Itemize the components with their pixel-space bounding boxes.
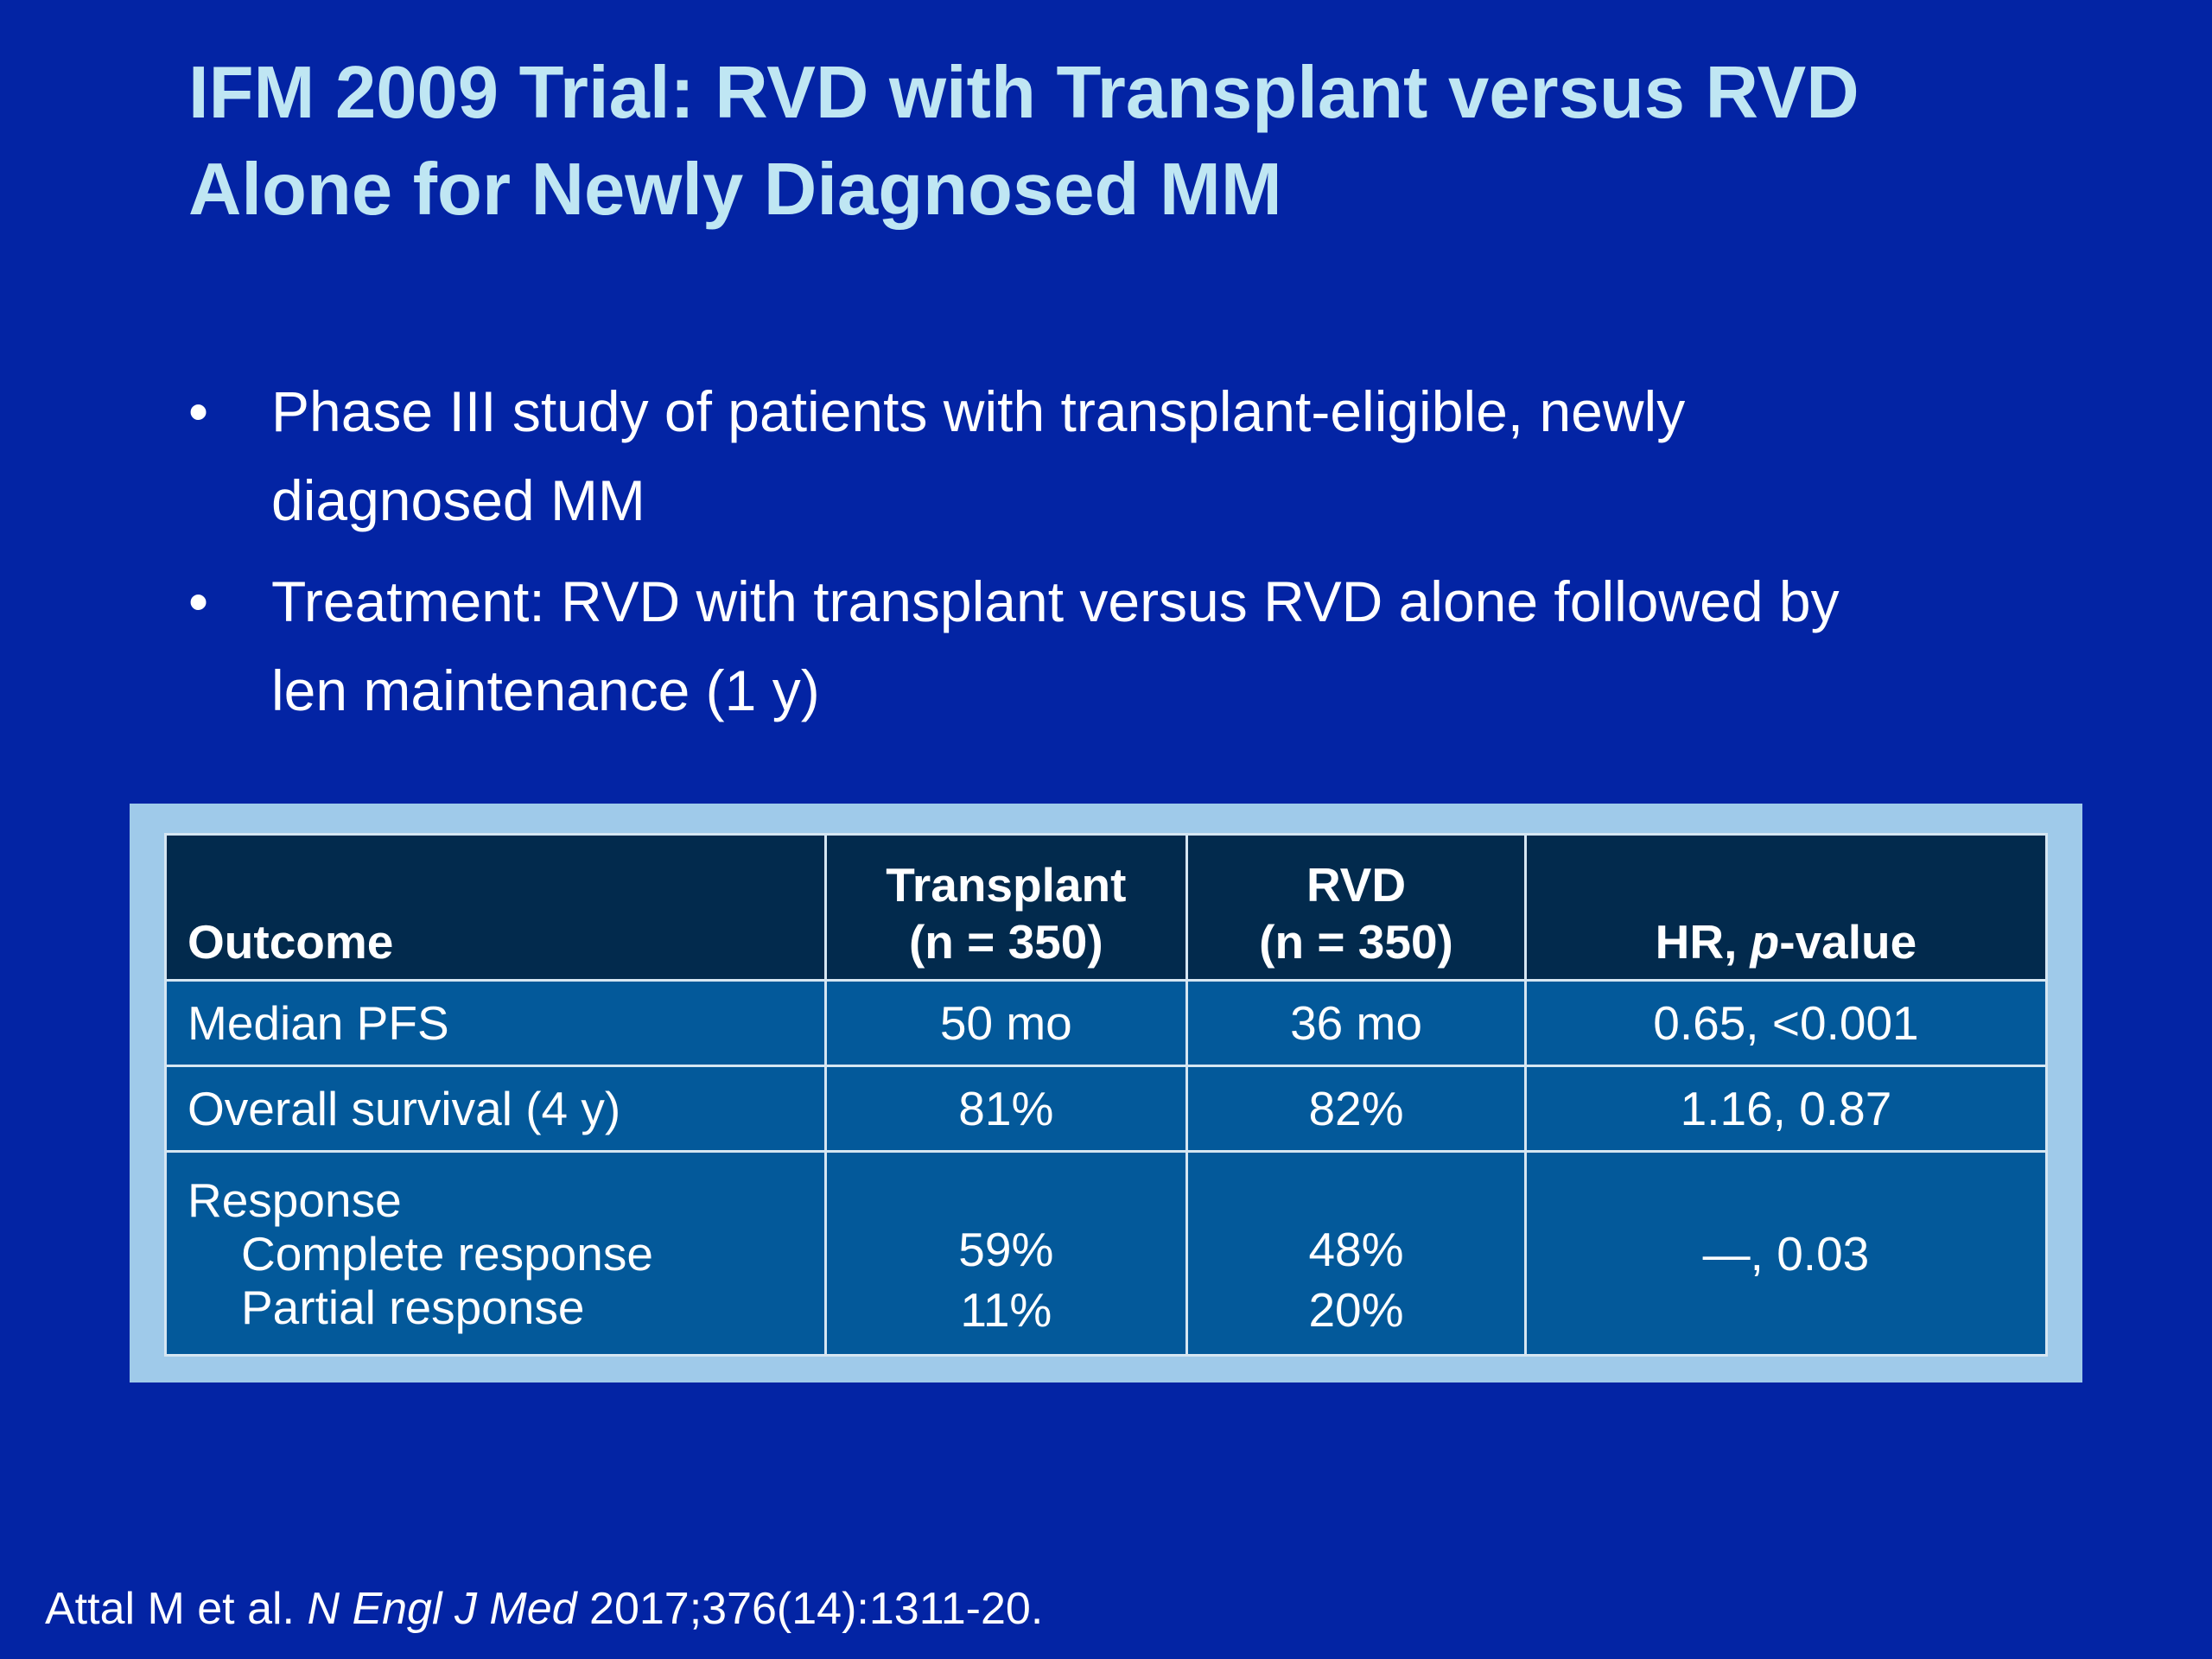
cell-rvd: 48% 20% xyxy=(1185,1150,1527,1357)
table-row: Median PFS 50 mo 36 mo 0.65, <0.001 xyxy=(164,979,2049,1067)
header-hr-prefix: HR, xyxy=(1655,915,1751,969)
results-table-frame: Outcome Transplant (n = 350) RVD (n = 35… xyxy=(130,804,2082,1382)
cell-hr: 0.65, <0.001 xyxy=(1523,979,2049,1067)
header-transplant: Transplant (n = 350) xyxy=(823,833,1189,982)
citation-journal: N Engl J Med xyxy=(307,1584,577,1634)
cell-rvd-partial: 20% xyxy=(1308,1282,1404,1337)
results-table: Outcome Transplant (n = 350) RVD (n = 35… xyxy=(164,833,2049,1357)
cell-transplant-stack: 59% 11% xyxy=(958,1167,1053,1340)
table-row: Overall survival (4 y) 81% 82% 1.16, 0.8… xyxy=(164,1065,2049,1153)
cell-transplant: 50 mo xyxy=(823,979,1189,1067)
bullet-list: • Phase III study of patients with trans… xyxy=(188,367,2046,747)
cell-hr: —, 0.03 xyxy=(1523,1150,2049,1357)
citation-details: 2017;376(14):1311-20. xyxy=(576,1584,1044,1634)
cell-rvd: 36 mo xyxy=(1185,979,1527,1067)
bullet-item-treatment: • Treatment: RVD with transplant versus … xyxy=(188,557,2046,735)
cell-transplant: 81% xyxy=(823,1065,1189,1153)
cell-outcome: Median PFS xyxy=(164,979,827,1067)
cell-outcome-label: Response xyxy=(188,1173,402,1227)
cell-transplant-partial: 11% xyxy=(960,1282,1052,1337)
slide-title-line-1: IFM 2009 Trial: RVD with Transplant vers… xyxy=(188,52,1859,134)
citation: Attal M et al. N Engl J Med 2017;376(14)… xyxy=(45,1581,1043,1637)
header-transplant-label: Transplant xyxy=(886,858,1127,912)
header-transplant-n: (n = 350) xyxy=(908,915,1103,969)
header-outcome: Outcome xyxy=(164,833,827,982)
header-rvd-label: RVD xyxy=(1306,858,1407,912)
header-rvd-n: (n = 350) xyxy=(1259,915,1453,969)
slide-title-line-2: Alone for Newly Diagnosed MM xyxy=(188,149,1282,231)
slide-title: IFM 2009 Trial: RVD with Transplant vers… xyxy=(188,45,2089,238)
bullet-text-line-1: Phase III study of patients with transpl… xyxy=(271,379,1686,443)
bullet-text-line-1: Treatment: RVD with transplant versus RV… xyxy=(271,569,1840,633)
bullet-text-line-2: diagnosed MM xyxy=(271,468,645,532)
header-hr-pvalue: HR, p-value xyxy=(1523,833,2049,982)
header-rvd: RVD (n = 350) xyxy=(1185,833,1527,982)
bullet-text-line-2: len maintenance (1 y) xyxy=(271,658,820,722)
cell-transplant: 59% 11% xyxy=(823,1150,1189,1357)
cell-rvd-stack: 48% 20% xyxy=(1308,1167,1403,1340)
citation-authors: Attal M et al. xyxy=(45,1584,308,1634)
bullet-symbol: • xyxy=(188,379,209,443)
table-header-row: Outcome Transplant (n = 350) RVD (n = 35… xyxy=(164,833,2049,982)
bullet-symbol: • xyxy=(188,569,209,633)
header-hr-suffix: -value xyxy=(1779,915,1917,969)
cell-transplant-complete: 59% xyxy=(958,1222,1054,1276)
table-row: Response Complete response Partial respo… xyxy=(164,1150,2049,1357)
bullet-item-study: • Phase III study of patients with trans… xyxy=(188,367,2046,545)
cell-hr: 1.16, 0.87 xyxy=(1523,1065,2049,1153)
cell-outcome: Response Complete response Partial respo… xyxy=(164,1150,827,1357)
cell-outcome: Overall survival (4 y) xyxy=(164,1065,827,1153)
cell-outcome-sub-partial: Partial response xyxy=(241,1280,585,1334)
cell-outcome-sub-complete: Complete response xyxy=(241,1226,653,1281)
cell-rvd-complete: 48% xyxy=(1308,1222,1404,1276)
header-hr-p: p xyxy=(1750,915,1780,969)
cell-rvd: 82% xyxy=(1185,1065,1527,1153)
